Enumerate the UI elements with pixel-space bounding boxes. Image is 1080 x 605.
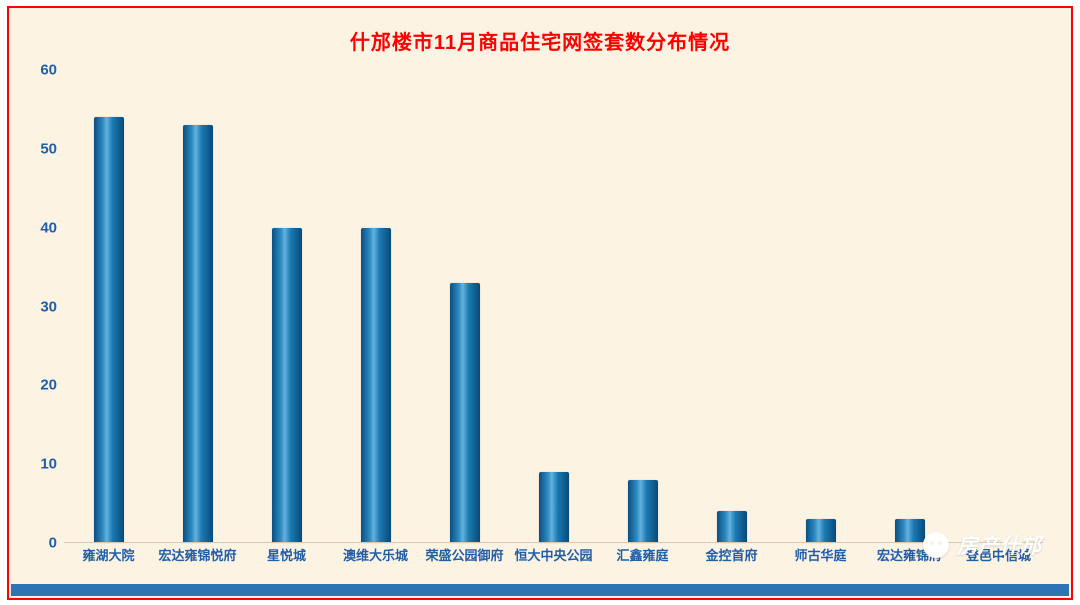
bar — [271, 227, 302, 543]
y-tick-label: 10 — [40, 455, 57, 473]
bar — [627, 479, 658, 543]
chart-frame: 什邡楼市11月商品住宅网签套数分布情况 0 10 20 30 40 50 60 雍湖大院 宏达… — [7, 6, 1073, 600]
bottom-strip — [11, 584, 1069, 596]
y-tick-label: 30 — [40, 298, 57, 315]
watermark: 房产什邡 — [923, 530, 1041, 560]
category-label: 宏达雍锦悦府 — [158, 548, 237, 563]
bar — [93, 117, 124, 543]
bar — [805, 519, 836, 543]
wechat-chat-bubble-icon — [923, 532, 949, 558]
bar — [182, 125, 213, 543]
y-axis: 0 10 20 30 40 50 60 — [19, 63, 57, 551]
bar-slot — [242, 70, 331, 543]
bar — [716, 511, 747, 543]
plot-area: 0 10 20 30 40 50 60 — [40, 63, 1043, 551]
bar-slot — [509, 70, 598, 543]
category-label: 登邑中信城 — [965, 548, 1031, 563]
bar — [449, 282, 480, 543]
category-label: 荣盛公园御府 — [425, 548, 504, 563]
bar-slot — [420, 70, 509, 543]
bar-slot — [954, 70, 1043, 543]
chart-title: 什邡楼市11月商品住宅网签套数分布情况 — [349, 32, 731, 54]
bar-slot — [64, 70, 153, 543]
bar-slot — [865, 70, 954, 543]
x-axis-line — [64, 542, 1043, 543]
y-tick-label: 50 — [40, 140, 57, 158]
y-tick-label: 0 — [48, 534, 57, 552]
x-axis-labels: 雍湖大院 宏达雍锦悦府 星悦城 澳维大乐城 荣盛公园御府 恒大中央公园 汇鑫雍庭 金控首府 师古… — [64, 546, 1043, 566]
category-label: 师古华庭 — [794, 548, 847, 563]
bar-slot — [598, 70, 687, 543]
bar — [538, 472, 569, 543]
y-tick-label: 20 — [40, 376, 57, 394]
category-label: 星悦城 — [266, 548, 306, 563]
y-tick-label: 60 — [40, 61, 57, 79]
y-tick-label: 40 — [40, 219, 57, 237]
category-label: 雍湖大院 — [82, 548, 135, 563]
bars-row — [64, 70, 1043, 543]
category-label: 澳维大乐城 — [342, 548, 408, 563]
bar-slot — [153, 70, 242, 543]
bar-slot — [776, 70, 865, 543]
category-label: 汇鑫雍庭 — [616, 548, 669, 563]
bar-slot — [687, 70, 776, 543]
bar-slot — [331, 70, 420, 543]
category-label: 恒大中央公园 — [514, 548, 593, 563]
bar — [360, 227, 391, 543]
watermark-label: 房产什邡 — [957, 535, 1041, 558]
bar — [894, 519, 925, 543]
category-label: 金控首府 — [705, 548, 758, 563]
